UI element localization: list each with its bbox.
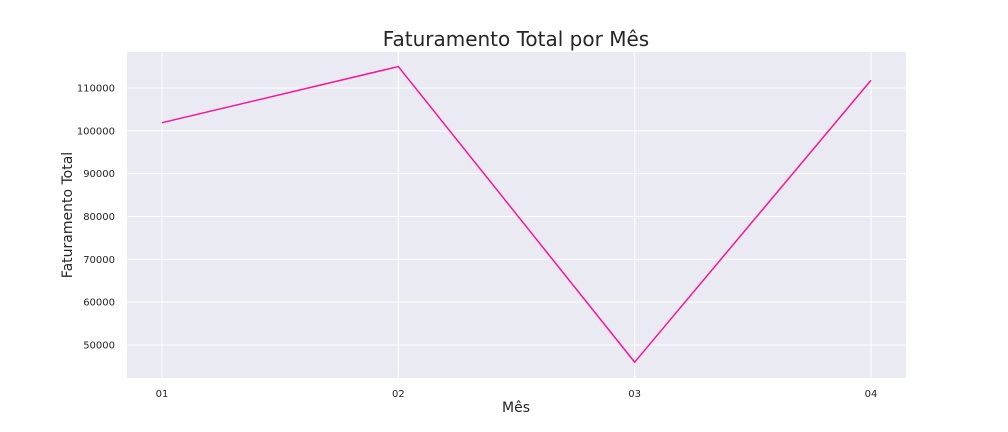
x-tick-label: 01 [156, 389, 169, 400]
y-tick-label: 60000 [83, 298, 115, 309]
y-axis-label: Faturamento Total [60, 152, 76, 278]
y-tick-label: 90000 [83, 169, 115, 180]
grid [127, 52, 906, 378]
x-tick-label: 04 [865, 389, 878, 400]
x-tick-label: 02 [392, 389, 405, 400]
y-tick-label: 80000 [83, 212, 115, 223]
series-layer [161, 65, 872, 364]
y-tick-label: 100000 [77, 126, 115, 137]
x-axis-label: Mês [502, 400, 530, 416]
tick-labels: 50000 60000 70000 80000 90000 100000 110000 01 0… [77, 83, 878, 400]
y-tick-label: 110000 [77, 83, 115, 94]
y-tick-label: 70000 [83, 255, 115, 266]
series-line [161, 65, 872, 364]
y-tick-label: 50000 [83, 341, 115, 352]
chart-title: Faturamento Total por Mês [383, 27, 649, 51]
x-tick-label: 03 [628, 389, 641, 400]
